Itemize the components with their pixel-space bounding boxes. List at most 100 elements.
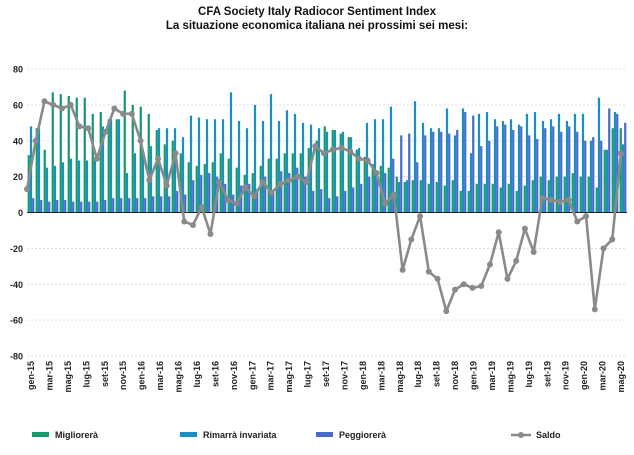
bar: [387, 167, 390, 213]
bar: [280, 171, 283, 213]
bar: [472, 115, 475, 213]
saldo-point: [347, 148, 354, 155]
bar: [221, 119, 225, 213]
bar: [605, 149, 609, 213]
bar: [181, 137, 185, 213]
bar: [85, 160, 89, 213]
bar: [451, 180, 454, 213]
bar: [325, 131, 329, 213]
saldo-point: [355, 155, 362, 162]
x-tick-label: gen-16: [137, 361, 147, 390]
bar: [261, 121, 265, 213]
bar: [189, 115, 193, 213]
bar: [461, 108, 465, 213]
saldo-point: [76, 123, 83, 130]
bar: [285, 110, 289, 213]
bar: [157, 128, 161, 213]
bar: [347, 137, 350, 213]
bar: [523, 185, 526, 213]
saldo-point: [504, 275, 511, 282]
x-tick-label: mar-19: [487, 361, 497, 391]
bar: [333, 129, 337, 213]
bar: [405, 180, 409, 213]
bar: [536, 138, 539, 213]
x-tick-label: lug-17: [303, 361, 313, 388]
bar: [584, 140, 587, 213]
bar: [288, 173, 291, 213]
bar: [88, 201, 91, 213]
bar: [520, 126, 523, 213]
saldo-point: [181, 218, 188, 225]
bar: [547, 180, 550, 213]
x-tick-label: nov-18: [450, 361, 460, 390]
bar: [120, 198, 123, 213]
bar: [496, 126, 499, 213]
bar: [83, 97, 86, 213]
saldo-point: [58, 105, 65, 112]
bar: [117, 119, 121, 213]
bar: [152, 196, 155, 213]
bar: [168, 196, 171, 213]
bar: [475, 183, 478, 213]
legend-label: Migliorerà: [55, 430, 99, 440]
bar: [112, 198, 115, 213]
bar: [528, 135, 531, 213]
x-tick-label: lug-18: [413, 361, 423, 388]
bar: [272, 192, 275, 213]
saldo-point: [120, 110, 127, 117]
bar: [448, 133, 451, 213]
bar: [317, 128, 321, 213]
bar: [349, 137, 353, 213]
bar: [104, 199, 107, 213]
bar: [539, 176, 542, 213]
bar: [533, 112, 537, 213]
x-tick-label: mag-20: [616, 361, 626, 393]
bar: [456, 129, 459, 213]
bar: [587, 176, 590, 213]
x-tick-label: nov-15: [118, 361, 128, 390]
y-tick-label: 80: [13, 65, 23, 75]
bar: [109, 119, 113, 213]
bar: [592, 137, 595, 213]
bar: [363, 156, 366, 213]
bar: [187, 162, 190, 213]
bar: [515, 190, 518, 213]
bar: [323, 126, 326, 213]
saldo-point: [574, 218, 581, 225]
bar: [211, 162, 214, 213]
y-tick-label: -80: [10, 352, 23, 362]
bar: [96, 201, 99, 213]
bar: [45, 167, 49, 213]
saldo-point: [303, 179, 310, 186]
bar: [32, 198, 35, 213]
bar: [432, 131, 435, 213]
bar: [267, 158, 270, 213]
x-tick-label: gen-18: [358, 361, 368, 390]
y-tick-label: 60: [13, 100, 23, 110]
saldo-point: [469, 284, 476, 291]
bar: [480, 146, 483, 213]
bar: [72, 201, 75, 213]
x-tick-label: mag-19: [505, 361, 515, 393]
bar: [275, 158, 278, 213]
saldo-point: [425, 268, 432, 275]
bar: [613, 112, 617, 213]
bar: [269, 94, 273, 213]
bar: [312, 190, 315, 213]
legend-label: Rimarrà invariata: [203, 430, 278, 440]
bar: [197, 117, 201, 213]
bar: [421, 122, 425, 213]
bar: [61, 162, 65, 213]
bar: [131, 104, 134, 213]
bar: [299, 153, 302, 213]
bar: [365, 122, 369, 213]
saldo-point: [50, 101, 57, 108]
bar: [408, 133, 411, 213]
x-tick-label: mar-17: [266, 361, 276, 391]
bar: [355, 149, 358, 213]
saldo-point: [329, 146, 336, 153]
saldo-point: [137, 137, 144, 144]
bar: [565, 121, 569, 213]
